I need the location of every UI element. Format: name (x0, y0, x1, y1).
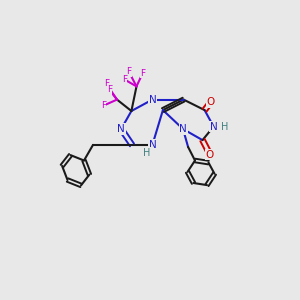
Text: N: N (148, 94, 156, 105)
Text: O: O (206, 149, 214, 160)
Text: H: H (221, 122, 228, 132)
Text: F: F (122, 75, 127, 84)
Text: N: N (210, 122, 218, 132)
Text: N: N (148, 140, 156, 150)
Text: H: H (143, 148, 151, 158)
Text: F: F (107, 85, 112, 94)
Text: O: O (207, 97, 215, 107)
Text: F: F (126, 68, 132, 76)
Text: N: N (179, 124, 187, 134)
Text: F: F (101, 101, 106, 110)
Text: F: F (140, 69, 145, 78)
Text: N: N (117, 124, 125, 134)
Text: F: F (104, 80, 109, 88)
